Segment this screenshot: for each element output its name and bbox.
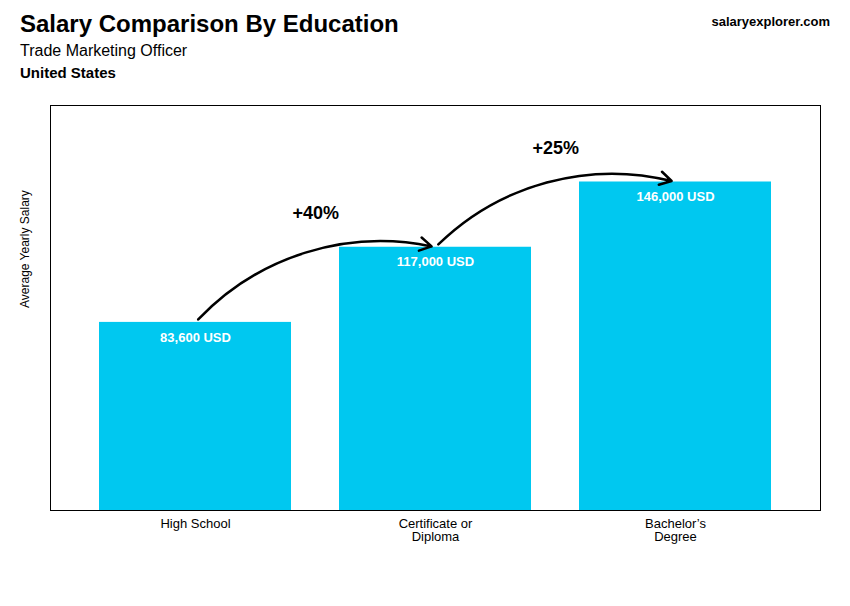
svg-text:Bachelor’sDegree: Bachelor’sDegree bbox=[645, 516, 706, 544]
html-text:Trade Marketing Officer: Trade Marketing Officer bbox=[20, 42, 188, 59]
svg-text:Certificate orDiploma: Certificate orDiploma bbox=[399, 516, 473, 544]
html-text:United States: United States bbox=[20, 64, 116, 81]
svg-text:+25%: +25% bbox=[533, 138, 580, 158]
svg-text:+40%: +40% bbox=[293, 203, 340, 223]
svg-text:83,600 USD: 83,600 USD bbox=[160, 330, 231, 345]
svg-text:High School: High School bbox=[160, 516, 230, 531]
svg-text:Average Yearly Salary: Average Yearly Salary bbox=[18, 190, 32, 308]
html-text:Salary Comparison By Education: Salary Comparison By Education bbox=[20, 10, 399, 37]
html-text:salaryexplorer.com: salaryexplorer.com bbox=[711, 14, 830, 29]
svg-text:117,000 USD: 117,000 USD bbox=[397, 254, 474, 269]
svg-text:146,000 USD: 146,000 USD bbox=[636, 189, 714, 204]
